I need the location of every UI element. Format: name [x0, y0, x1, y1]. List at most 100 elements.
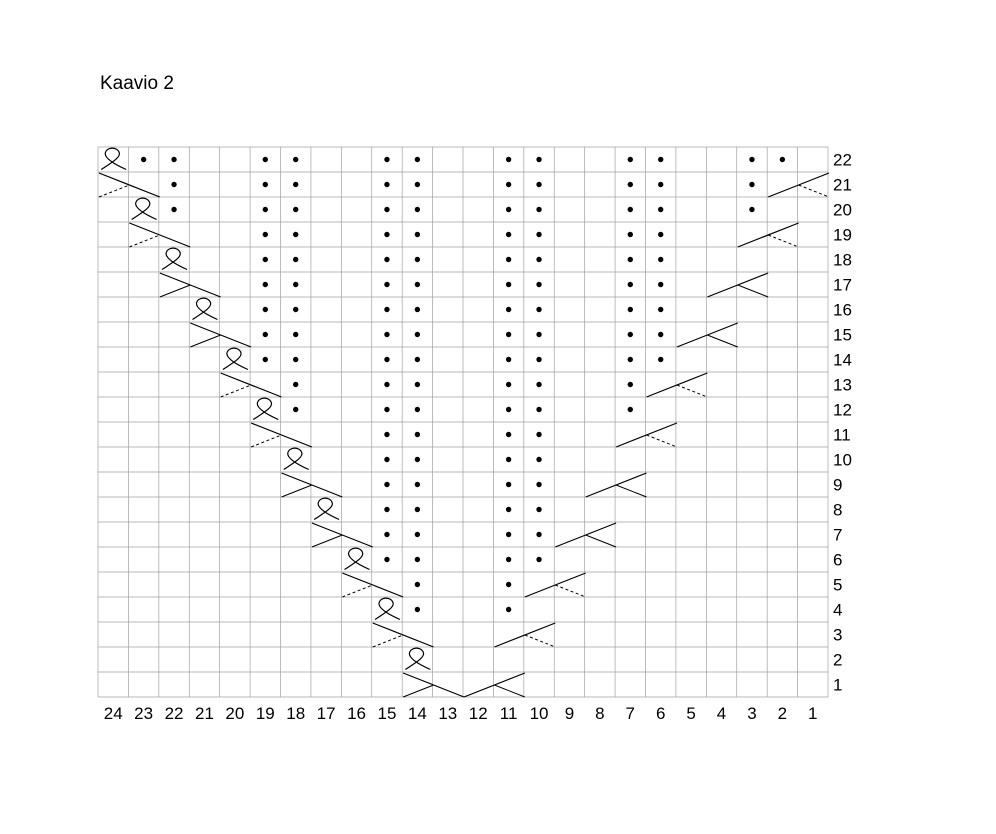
purl-dot — [627, 156, 633, 163]
purl-dot — [293, 356, 299, 363]
purl-dot — [414, 606, 421, 613]
purl-dot — [536, 481, 542, 488]
row-label: 17 — [833, 276, 852, 295]
cable-under-line — [220, 384, 252, 398]
purl-dot — [749, 156, 755, 163]
row-label: 22 — [833, 151, 852, 170]
cable-under-line — [281, 484, 313, 498]
cable-under-line — [767, 234, 799, 248]
purl-dot — [505, 206, 512, 213]
purl-dot — [505, 356, 512, 363]
purl-dot — [262, 156, 268, 163]
purl-dot — [262, 281, 268, 288]
purl-dot — [505, 381, 512, 388]
column-label: 8 — [595, 704, 604, 723]
purl-dot — [414, 506, 421, 513]
column-label: 4 — [717, 704, 726, 723]
purl-dot — [262, 231, 268, 238]
purl-dot — [658, 306, 664, 313]
row-label: 4 — [833, 601, 842, 620]
cable-under-line — [737, 284, 769, 298]
purl-dot — [658, 181, 664, 188]
twisted-stitch-symbol — [192, 297, 218, 321]
cable-over-line — [646, 372, 708, 398]
purl-dot — [293, 406, 299, 413]
column-label: 11 — [500, 704, 518, 723]
column-label: 20 — [225, 704, 244, 723]
row-label: 16 — [833, 301, 852, 320]
twisted-stitch-symbol — [161, 247, 188, 271]
purl-dot — [414, 356, 421, 363]
purl-dot — [414, 231, 421, 238]
purl-dot — [414, 456, 421, 463]
cable-under-line — [798, 184, 830, 198]
purl-dot — [536, 256, 542, 263]
purl-dot — [171, 181, 177, 188]
purl-dot — [262, 206, 268, 213]
purl-dot — [536, 506, 542, 513]
twisted-stitch-symbol — [405, 647, 431, 671]
purl-dot — [627, 181, 633, 188]
cable-under-line — [676, 384, 708, 398]
purl-dot — [384, 206, 390, 213]
cable-under-line — [615, 484, 647, 498]
column-label: 24 — [104, 704, 123, 723]
purl-dot — [779, 156, 786, 163]
row-label: 3 — [833, 626, 842, 645]
purl-dot — [536, 556, 542, 563]
purl-dot — [749, 206, 755, 213]
cable-over-line — [737, 222, 799, 248]
purl-dot — [627, 406, 633, 413]
cable-over-line — [129, 222, 191, 248]
column-label: 19 — [256, 704, 275, 723]
purl-dot — [414, 431, 421, 438]
purl-dot — [505, 306, 512, 313]
cable-over-line — [98, 172, 161, 198]
purl-dot — [505, 581, 512, 588]
cable-over-line — [555, 522, 617, 548]
row-label: 6 — [833, 551, 842, 570]
purl-dot — [293, 281, 299, 288]
cable-over-line — [220, 372, 282, 398]
purl-dot — [536, 456, 542, 463]
purl-dot — [536, 431, 542, 438]
purl-dot — [536, 331, 542, 338]
purl-dot — [384, 356, 390, 363]
purl-dot — [293, 331, 299, 338]
purl-dot — [384, 481, 390, 488]
twisted-stitch-symbol — [344, 547, 370, 571]
row-label: 18 — [833, 251, 852, 270]
purl-dot — [627, 206, 633, 213]
purl-dot — [414, 281, 421, 288]
purl-dot — [414, 206, 421, 213]
purl-dot — [293, 231, 299, 238]
purl-dot — [414, 256, 421, 263]
cable-under-line — [98, 184, 130, 198]
column-label: 13 — [438, 704, 457, 723]
row-label: 19 — [833, 226, 852, 245]
purl-dot — [262, 306, 268, 313]
cable-under-line — [159, 284, 191, 298]
purl-dot — [536, 531, 542, 538]
purl-dot — [262, 331, 268, 338]
purl-dot — [505, 556, 512, 563]
purl-dot — [627, 281, 633, 288]
column-label: 23 — [134, 704, 153, 723]
column-label: 2 — [778, 704, 787, 723]
column-label: 12 — [469, 704, 488, 723]
purl-dot — [505, 281, 512, 288]
purl-dot — [384, 406, 390, 413]
purl-dot — [384, 431, 390, 438]
column-label: 7 — [626, 704, 635, 723]
purl-dot — [505, 231, 512, 238]
purl-dot — [384, 231, 390, 238]
twisted-stitch-symbol — [313, 497, 340, 521]
cable-under-line — [646, 434, 678, 448]
purl-dot — [293, 156, 299, 163]
purl-dot — [414, 406, 421, 413]
row-label: 9 — [833, 476, 842, 495]
cable-over-line — [281, 472, 343, 498]
purl-dot — [536, 381, 542, 388]
row-label: 12 — [833, 401, 852, 420]
